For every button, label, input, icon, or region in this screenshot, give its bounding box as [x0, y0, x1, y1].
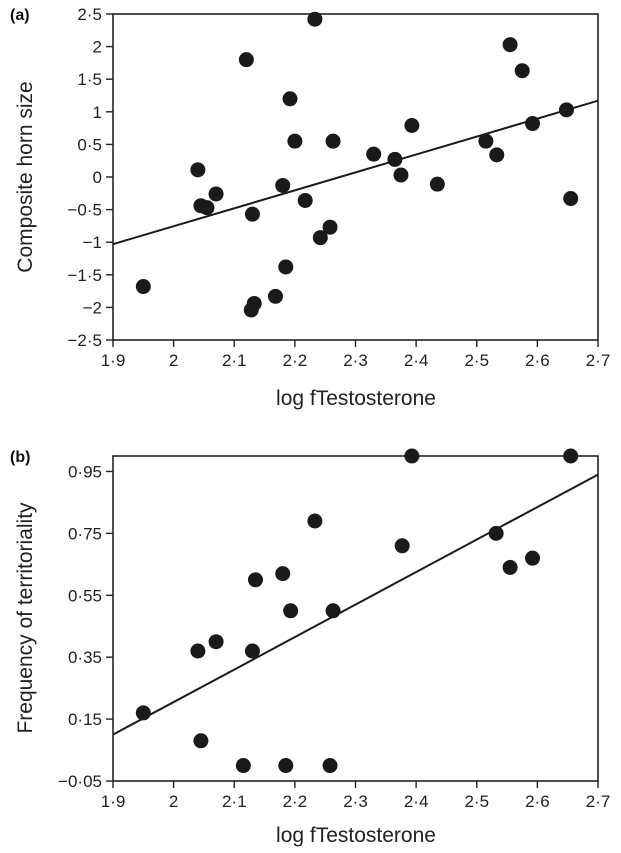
- y-tick-label-b: 0·15: [68, 710, 102, 729]
- y-tick-label-b: 0·55: [68, 586, 102, 605]
- panel-label-b: (b): [10, 449, 30, 466]
- y-tick-label-a: 1·5: [77, 70, 102, 89]
- data-point-a: [282, 91, 298, 107]
- data-point-b: [404, 448, 420, 464]
- y-tick-label-b: −0·05: [58, 772, 102, 791]
- data-point-a: [307, 11, 323, 27]
- data-point-a: [275, 177, 291, 193]
- x-tick-label-a: 2·2: [283, 351, 308, 370]
- data-point-a: [366, 146, 382, 162]
- data-point-a: [489, 147, 505, 163]
- y-tick-label-b: 0·35: [68, 648, 102, 667]
- x-tick-label-b: 2: [169, 792, 178, 811]
- x-tick-label-b: 2·6: [525, 792, 550, 811]
- data-point-b: [208, 634, 224, 650]
- data-point-b: [525, 550, 541, 566]
- data-point-a: [558, 102, 574, 118]
- y-tick-label-a: −2: [83, 298, 102, 317]
- y-tick-label-b: 0·95: [68, 462, 102, 481]
- data-point-b: [235, 758, 251, 774]
- y-tick-label-a: −1: [83, 233, 102, 252]
- regression-line-b: [112, 473, 599, 736]
- data-point-a: [246, 295, 262, 311]
- data-point-a: [238, 52, 254, 68]
- data-point-b: [283, 603, 299, 619]
- x-tick-label-b: 2·4: [404, 792, 429, 811]
- x-tick-label-a: 2·4: [404, 351, 429, 370]
- x-tick-label-b: 2·5: [464, 792, 489, 811]
- data-point-a: [393, 167, 409, 183]
- x-tick-label-b: 2·7: [586, 792, 611, 811]
- x-tick-label-a: 2·7: [586, 351, 611, 370]
- x-tick-label-a: 2·5: [464, 351, 489, 370]
- y-tick-label-a: 2: [93, 38, 102, 57]
- data-point-a: [404, 117, 420, 133]
- x-tick-label-a: 2: [169, 351, 178, 370]
- panel-label-a: (a): [10, 7, 30, 24]
- data-point-a: [387, 151, 403, 167]
- data-point-a: [278, 259, 294, 275]
- data-point-b: [394, 538, 410, 554]
- data-point-b: [244, 643, 260, 659]
- x-tick-label-b: 2·1: [222, 792, 247, 811]
- x-tick-label-a: 1·9: [101, 351, 126, 370]
- y-tick-label-a: 0: [93, 168, 102, 187]
- data-point-a: [325, 133, 341, 149]
- y-tick-label-b: 0·75: [68, 524, 102, 543]
- data-point-a: [312, 230, 328, 246]
- y-axis-title-b: Frequency of territoriality: [14, 502, 37, 734]
- panel-b: (b) log fTestosterone Frequency of terri…: [10, 448, 611, 847]
- data-point-b: [325, 603, 341, 619]
- data-point-a: [297, 192, 313, 208]
- data-point-b: [278, 758, 294, 774]
- data-point-a: [267, 288, 283, 304]
- data-point-b: [488, 525, 504, 541]
- data-point-b: [322, 758, 338, 774]
- data-point-b: [193, 733, 209, 749]
- y-tick-label-a: −1·5: [68, 266, 103, 285]
- data-point-b: [307, 513, 323, 529]
- data-point-a: [514, 63, 530, 79]
- data-point-b: [135, 705, 151, 721]
- data-point-b: [190, 643, 206, 659]
- data-point-b: [275, 566, 291, 582]
- data-point-a: [244, 206, 260, 222]
- y-axis-title-a: Composite horn size: [14, 81, 37, 272]
- y-tick-label-a: 1: [93, 103, 102, 122]
- data-point-b: [247, 572, 263, 588]
- x-tick-label-a: 2·3: [343, 351, 368, 370]
- y-tick-label-a: 2·5: [77, 5, 102, 24]
- data-point-a: [135, 279, 151, 295]
- panel-a: (a) log fTestosterone Composite horn siz…: [10, 5, 610, 410]
- plot-frame-b: [112, 455, 599, 782]
- x-tick-label-b: 2·2: [283, 792, 308, 811]
- data-point-a: [525, 116, 541, 132]
- x-axis-title-b: log fTestosterone: [276, 824, 436, 847]
- data-point-a: [502, 37, 518, 53]
- data-point-a: [208, 186, 224, 202]
- x-tick-label-b: 1·9: [101, 792, 126, 811]
- data-point-a: [199, 200, 215, 216]
- data-point-a: [563, 191, 579, 207]
- x-tick-label-a: 2·1: [222, 351, 247, 370]
- regression-line-a: [112, 99, 599, 246]
- data-point-b: [563, 448, 579, 464]
- plot-frame-a: [112, 13, 599, 341]
- y-tick-label-a: −2·5: [68, 331, 103, 350]
- y-tick-label-a: −0·5: [68, 201, 103, 220]
- x-axis-title-a: log fTestosterone: [276, 387, 436, 410]
- y-tick-label-a: 0·5: [77, 135, 102, 154]
- data-point-a: [478, 133, 494, 149]
- data-point-a: [322, 219, 338, 235]
- data-point-a: [429, 176, 445, 192]
- data-point-b: [502, 559, 518, 575]
- x-tick-label-b: 2·3: [343, 792, 368, 811]
- data-point-a: [287, 133, 303, 149]
- data-point-a: [190, 162, 206, 178]
- x-tick-label-a: 2·6: [525, 351, 550, 370]
